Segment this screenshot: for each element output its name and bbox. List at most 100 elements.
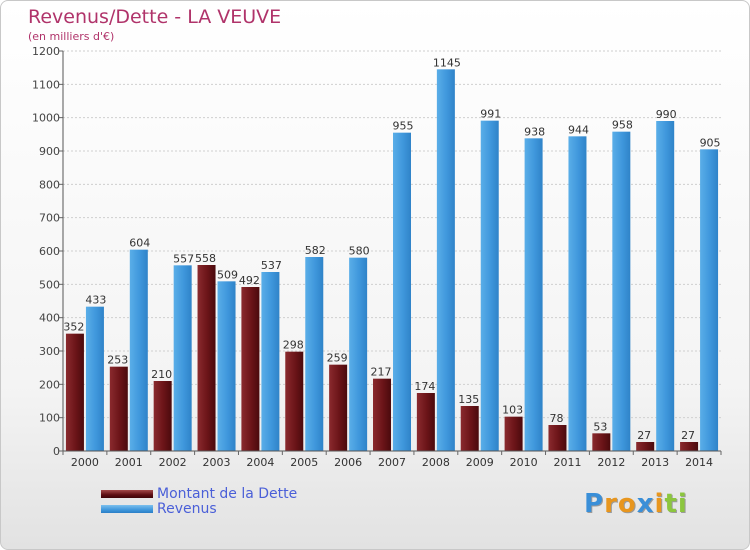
y-tick-label: 400 — [39, 312, 60, 325]
bar-revenus — [436, 69, 455, 451]
bar-revenus — [217, 281, 236, 451]
bar-revenus — [305, 257, 324, 451]
data-label-dette: 135 — [458, 393, 479, 406]
bar-dette — [109, 366, 128, 451]
bar-revenus — [700, 149, 719, 452]
x-tick-label: 2014 — [685, 456, 713, 469]
logo-letter: r — [604, 489, 618, 519]
bar-dette — [65, 333, 84, 451]
chart-title: Revenus/Dette - LA VEUVE — [28, 6, 282, 28]
x-tick-label: 2007 — [378, 456, 406, 469]
bar-revenus — [568, 136, 587, 452]
legend-swatch-revenus — [101, 504, 153, 513]
logo-letter: i — [654, 489, 665, 519]
x-tick-label: 2002 — [159, 456, 187, 469]
bar-dette — [416, 393, 435, 451]
bar-dette — [241, 287, 260, 451]
data-label-revenus: 991 — [480, 108, 501, 121]
bar-revenus — [393, 132, 411, 451]
x-tick-label: 2008 — [422, 456, 450, 469]
data-label-dette: 174 — [414, 380, 435, 393]
x-tick-label: 2010 — [510, 456, 538, 469]
data-label-revenus: 938 — [524, 125, 545, 138]
x-tick-label: 2009 — [466, 456, 494, 469]
y-tick-label: 900 — [39, 145, 60, 158]
bar-revenus — [173, 265, 192, 451]
data-label-dette: 210 — [151, 368, 172, 381]
chart-subtitle: (en milliers d'€) — [28, 30, 115, 43]
bar-revenus — [129, 249, 148, 451]
chart-legend: Montant de la Dette Revenus — [101, 485, 298, 517]
bar-dette — [460, 406, 479, 451]
data-label-revenus: 905 — [700, 136, 721, 149]
y-tick-label: 1200 — [32, 45, 60, 58]
data-label-revenus: 990 — [656, 108, 677, 121]
logo-letter: P — [584, 489, 605, 519]
bar-dette — [197, 265, 216, 451]
x-tick-label: 2011 — [553, 456, 581, 469]
data-label-dette: 253 — [107, 354, 128, 367]
proxiti-logo: Proxiti — [584, 489, 688, 519]
bar-dette — [592, 433, 611, 451]
bar-revenus — [524, 138, 543, 452]
logo-letter: o — [617, 489, 637, 519]
data-label-revenus: 582 — [305, 244, 326, 257]
legend-item-revenus: Revenus — [101, 500, 297, 517]
data-label-dette: 78 — [549, 412, 563, 425]
y-tick-label: 1000 — [32, 112, 60, 125]
bar-dette — [504, 416, 523, 451]
data-label-dette: 492 — [239, 274, 260, 287]
bar-revenus — [349, 257, 368, 451]
x-tick-label: 2006 — [334, 456, 362, 469]
legend-item-dette: Montant de la Dette — [101, 485, 298, 502]
data-label-dette: 558 — [195, 252, 216, 265]
data-label-revenus: 580 — [349, 245, 370, 258]
legend-label-dette: Montant de la Dette — [157, 485, 298, 502]
data-label-dette: 103 — [502, 404, 523, 417]
data-label-revenus: 958 — [612, 119, 633, 132]
legend-label-revenus: Revenus — [157, 500, 217, 517]
data-label-dette: 217 — [371, 366, 392, 379]
data-label-revenus: 509 — [217, 268, 238, 281]
y-tick-label: 1100 — [32, 78, 60, 91]
y-tick-label: 300 — [39, 345, 60, 358]
y-tick-label: 800 — [39, 178, 60, 191]
data-label-dette: 27 — [637, 429, 651, 442]
x-tick-label: 2001 — [115, 456, 143, 469]
data-label-dette: 53 — [593, 420, 607, 433]
legend-swatch-dette — [101, 489, 153, 498]
bar-dette — [548, 425, 567, 451]
data-label-dette: 298 — [283, 339, 304, 352]
x-tick-label: 2000 — [71, 456, 99, 469]
data-label-revenus: 1145 — [433, 56, 461, 69]
data-label-revenus: 557 — [173, 252, 194, 265]
data-label-dette: 259 — [327, 352, 348, 365]
y-tick-label: 0 — [53, 445, 60, 458]
bar-dette — [285, 351, 304, 451]
bar-dette — [373, 378, 391, 451]
x-tick-label: 2003 — [203, 456, 231, 469]
x-tick-label: 2004 — [246, 456, 274, 469]
data-label-dette: 27 — [681, 429, 695, 442]
logo-letter: t — [664, 489, 678, 519]
y-tick-label: 100 — [39, 412, 60, 425]
bar-dette — [153, 381, 172, 451]
logo-letter: i — [677, 489, 688, 519]
bar-dette — [636, 442, 655, 451]
data-label-revenus: 955 — [393, 120, 414, 133]
x-tick-label: 2005 — [290, 456, 318, 469]
y-tick-label: 500 — [39, 278, 60, 291]
bar-revenus — [656, 121, 675, 451]
logo-letter: x — [636, 489, 655, 519]
data-label-revenus: 944 — [568, 123, 589, 136]
data-label-dette: 352 — [63, 321, 84, 334]
bar-revenus — [261, 272, 280, 451]
data-label-revenus: 537 — [261, 259, 282, 272]
data-label-revenus: 604 — [129, 237, 150, 250]
bar-revenus — [85, 306, 104, 451]
x-tick-label: 2012 — [597, 456, 625, 469]
x-tick-label: 2013 — [641, 456, 669, 469]
bar-dette — [329, 364, 348, 451]
